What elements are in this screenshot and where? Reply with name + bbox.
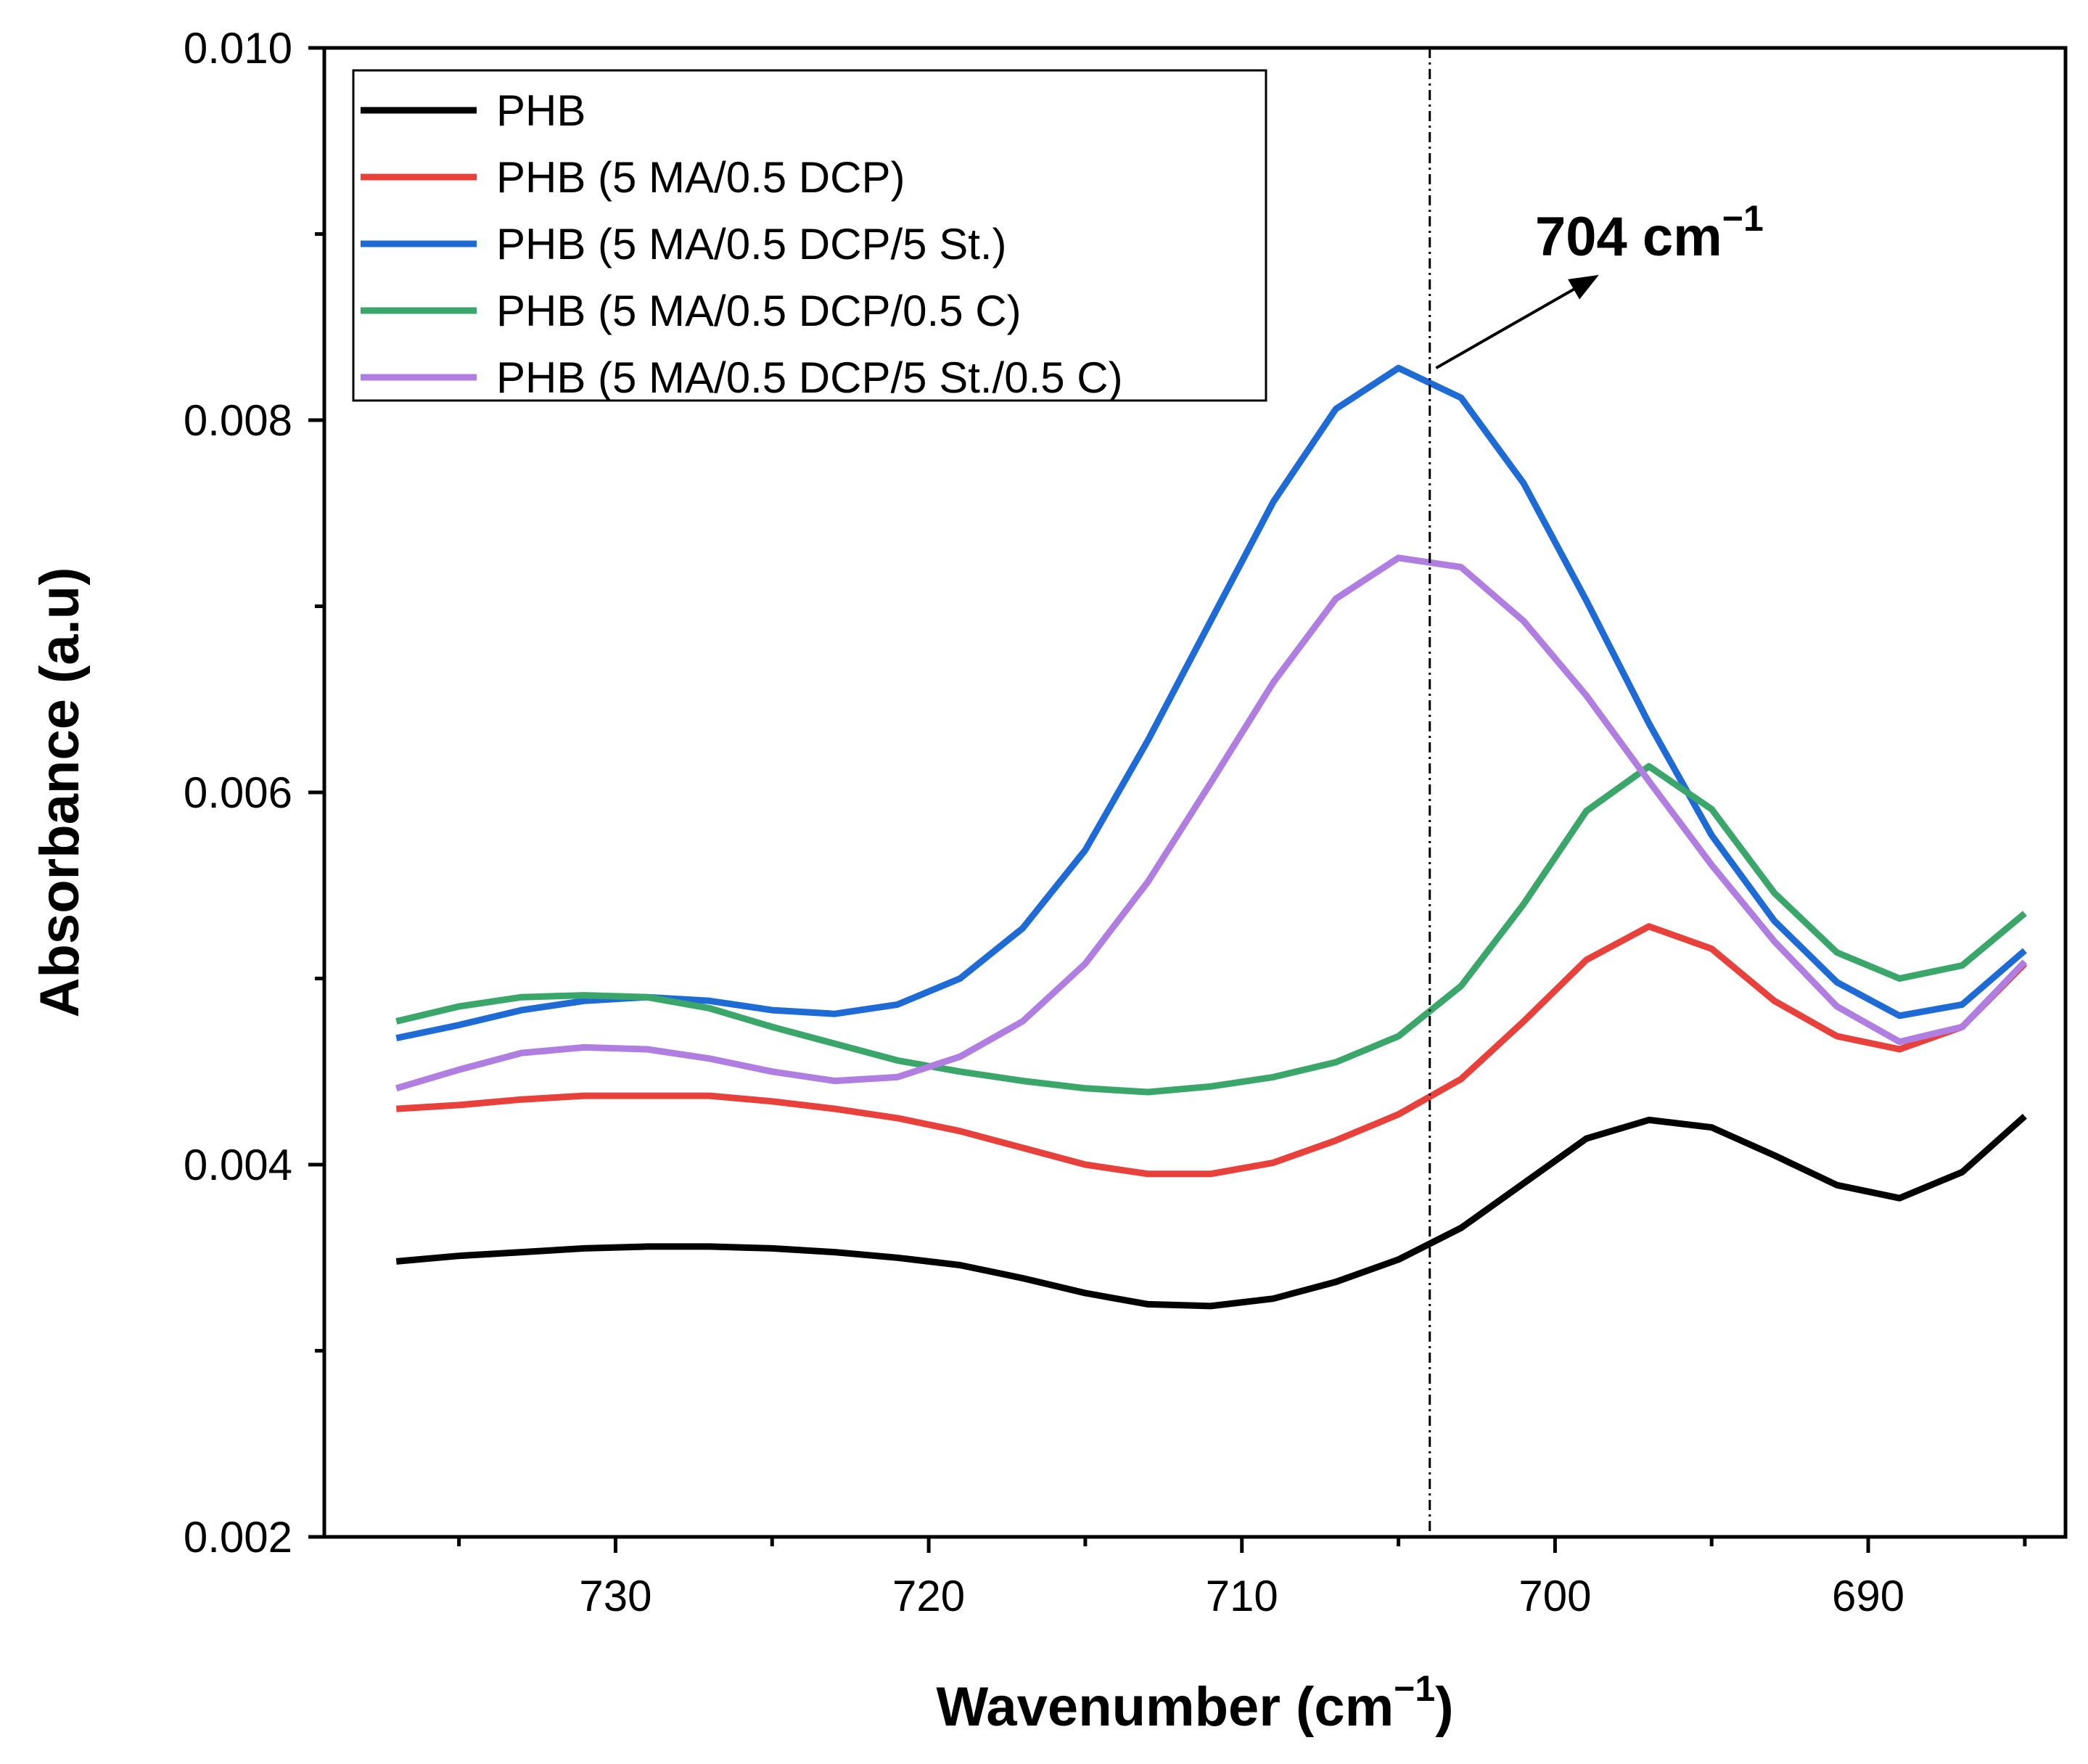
y-tick-label: 0.004: [184, 1141, 292, 1189]
legend: PHB PHB (5 MA/0.5 DCP) PHB (5 MA/0.5 DCP/5…: [352, 69, 1267, 402]
x-tick-label: 710: [1206, 1572, 1278, 1620]
annotation-label-superscript: −1: [1722, 198, 1764, 239]
legend-label-phb: PHB: [496, 86, 585, 135]
series-layer: [395, 364, 2028, 1310]
series-line-5-phb-5-ma-0-5-dcp-5-st-0-5-c: [395, 554, 2028, 1092]
annotation-label: 704 cm−1: [1535, 198, 1764, 268]
legend-box: [352, 69, 1267, 402]
legend-label-phb-5-ma-0-5-dcp-0-5-c: PHB (5 MA/0.5 DCP/0.5 C): [496, 287, 1022, 335]
x-tick-label: 720: [892, 1572, 965, 1620]
x-tick-label: 700: [1518, 1572, 1591, 1620]
annotation-label-text: 704 cm: [1535, 206, 1722, 268]
y-tick-label: 0.006: [184, 768, 292, 817]
y-tick-label: 0.002: [184, 1513, 292, 1562]
x-tick-label: 730: [579, 1572, 652, 1620]
ticks-layer: 730 720 710 700 690 0.002 0.004 0.006 0.008 0.010: [184, 24, 2027, 1620]
x-tick-label: 690: [1832, 1572, 1904, 1620]
y-tick-label: 0.008: [184, 396, 292, 445]
x-axis-title-text: Wavenumber (cm: [936, 1676, 1394, 1738]
legend-label-phb-5-ma-0-5-dcp: PHB (5 MA/0.5 DCP): [496, 153, 905, 202]
y-axis-title: Absorbance (a.u): [29, 567, 91, 1018]
legend-label-phb-5-ma-0-5-dcp-5-st-0-5-c: PHB (5 MA/0.5 DCP/5 St./0.5 C): [496, 353, 1123, 402]
x-axis-title-superscript: −1: [1394, 1668, 1435, 1709]
peak-annotation: 704 cm−1: [1435, 198, 1764, 369]
x-axis-title-suffix: ): [1435, 1676, 1453, 1738]
series-line-4-phb-5-ma-0-5-dcp-0-5-c: [395, 763, 2027, 1096]
annotation-arrow-head: [1568, 274, 1599, 300]
series-line-2-phb-5-ma-0-5-dcp: [396, 923, 2028, 1178]
annotation-arrow-line: [1435, 288, 1575, 369]
series-line-1-phb: [395, 1113, 2027, 1310]
x-axis-title: Wavenumber (cm−1): [936, 1668, 1453, 1738]
y-tick-label: 0.010: [184, 24, 292, 73]
legend-label-phb-5-ma-0-5-dcp-5-st: PHB (5 MA/0.5 DCP/5 St.): [496, 220, 1007, 268]
